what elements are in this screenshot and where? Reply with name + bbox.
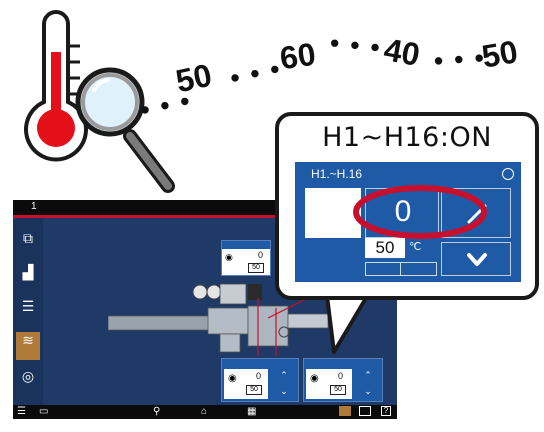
copy-icon: ⧉ [23, 230, 33, 246]
panel-current-value: 0 [256, 371, 262, 381]
home-icon[interactable]: ⌂ [201, 406, 208, 417]
reel-icon: ◉ [310, 373, 319, 384]
status-indicator [339, 406, 351, 416]
panel-current-value: 0 [258, 250, 264, 260]
reel-icon: ◎ [21, 368, 35, 384]
level-bar [365, 262, 437, 276]
top-accent-line [13, 215, 397, 218]
heater-icon: ≋ [22, 332, 34, 348]
panel-current-value: 0 [338, 371, 344, 381]
dots-separator: • • • [328, 27, 384, 63]
grid-icon[interactable]: ▦ [247, 406, 257, 417]
setpoint-field[interactable]: 50 [365, 238, 405, 258]
wrench-icon[interactable]: ⚲ [153, 406, 161, 417]
sequence-value-3: 40 [381, 31, 423, 73]
panel-setpoint: 50 [246, 385, 262, 395]
highlight-ellipse [353, 185, 487, 239]
sidebar-button-3[interactable]: ☰ [16, 298, 40, 326]
chevron-down-icon [467, 253, 487, 266]
chevron-down-icon: ⌄ [280, 386, 288, 396]
menu-icon[interactable]: ☰ [17, 406, 26, 417]
sidebar-button-4[interactable]: ≋ [16, 332, 40, 360]
sequence-value-2: 60 [277, 35, 318, 77]
unit-label: ℃ [409, 241, 422, 253]
heater-panel-bottom-left[interactable]: ◉ 0 50 ⌃ ⌄ [221, 358, 299, 402]
screen-number: 1 [31, 201, 37, 212]
chevron-up-icon: ⌃ [364, 370, 372, 380]
thermometer-icon [24, 10, 88, 162]
heater-panel-top[interactable]: ◉ 0 50 [221, 240, 271, 276]
chevron-down-icon: ⌄ [364, 386, 372, 396]
panel-setpoint: 50 [248, 263, 264, 273]
reel-icon: ◉ [228, 373, 237, 384]
sidebar: ⧉ ▟ ☰ ≋ ◎ [13, 218, 43, 405]
heater-panel-bottom-right[interactable]: ◉ 0 50 ⌃ ⌄ [303, 358, 383, 402]
status-ring-icon [502, 168, 514, 180]
callout-title: H1~H16:ON [322, 122, 492, 153]
decrease-button[interactable]: ⌄ [356, 385, 380, 399]
decrease-button[interactable]: ⌄ [272, 385, 296, 399]
magnifier-icon [75, 67, 175, 193]
sliders-icon: ☰ [21, 298, 35, 314]
current-value: 0 [394, 195, 412, 228]
increase-button[interactable]: ⌃ [356, 369, 380, 383]
increase-button[interactable]: ⌃ [272, 369, 296, 383]
sidebar-button-1[interactable]: ⧉ [16, 230, 40, 258]
chevron-up-icon: ⌃ [280, 370, 288, 380]
monitor-icon[interactable]: ▭ [39, 406, 49, 417]
language-button[interactable] [359, 406, 371, 416]
callout-bubble: H1~H16:ON H1.~H.16 0 50 ℃ [275, 112, 539, 300]
stairs-icon: ▟ [22, 264, 34, 280]
panel-header [222, 241, 270, 249]
help-icon[interactable]: ? [381, 406, 391, 416]
reel-icon: ◉ [225, 252, 233, 262]
preview-area [305, 188, 361, 238]
sequence-value-1: 50 [172, 56, 215, 100]
dots-separator: • • • [432, 42, 487, 76]
dots-separator: • • • [227, 52, 285, 94]
collapse-button[interactable] [441, 242, 511, 276]
sidebar-button-5[interactable]: ◎ [16, 368, 40, 396]
level-bar-divider [400, 263, 401, 275]
panel-title: H1.~H.16 [311, 167, 363, 181]
sidebar-button-2[interactable]: ▟ [16, 264, 40, 292]
machine-diagram [108, 283, 329, 356]
bottom-bar: ☰ ▭ ⚲ ⌂ ▦ ? [13, 405, 397, 419]
sequence-value-4: 50 [479, 33, 521, 75]
panel-setpoint: 50 [330, 385, 346, 395]
